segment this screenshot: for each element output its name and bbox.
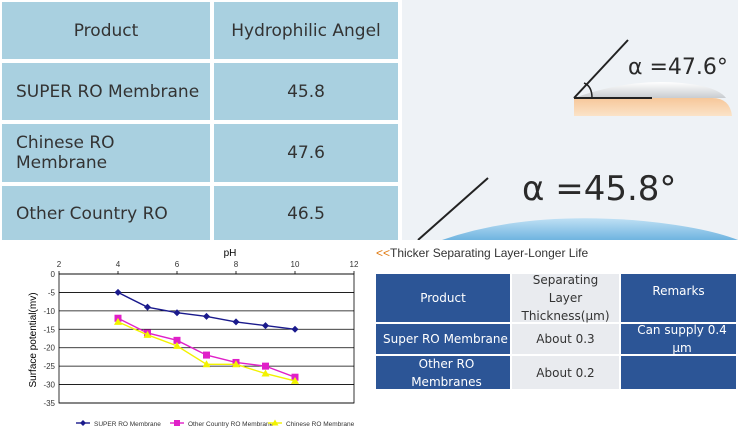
small-angle-label: α =47.6°: [628, 55, 728, 80]
x-tick-label: 10: [291, 260, 300, 269]
separating-layer-table: <<Thicker Separating Layer-Longer Life P…: [372, 242, 738, 433]
y-tick-label: -15: [43, 325, 55, 334]
y-tick-label: -10: [43, 307, 55, 316]
hydrophilic-angle-table: Product Hydrophilic Angel SUPER RO Membr…: [0, 0, 400, 240]
legend-label: Chinese RO Membrane: [286, 421, 355, 428]
data-point: [232, 318, 240, 326]
row-remarks: [621, 356, 736, 389]
row-thickness: About 0.2: [512, 356, 619, 389]
x-tick-label: 12: [350, 260, 359, 269]
header-thickness: Separating Layer Thickness(μm): [512, 273, 619, 323]
data-point: [173, 309, 181, 317]
data-point: [262, 322, 269, 330]
x-tick-label: 8: [234, 260, 239, 269]
x-tick-label: 6: [175, 260, 180, 269]
y-tick-label: -30: [43, 381, 55, 390]
header-product: Product: [376, 274, 510, 322]
x-tick-label: 2: [57, 260, 62, 269]
data-point: [173, 336, 181, 344]
row-thickness: About 0.3: [512, 324, 619, 354]
y-tick-label: -20: [43, 344, 55, 353]
row-product: Other RO Membranes: [376, 356, 510, 389]
angle-line: [417, 177, 489, 240]
y-axis-label: Surface potential(mv): [28, 292, 39, 387]
row-product: Other Country RO: [2, 186, 210, 240]
x-axis-label: pH: [224, 248, 237, 259]
data-point: [114, 317, 122, 325]
large-angle-label: α =45.8°: [522, 169, 676, 209]
row-angle: 45.8: [214, 63, 398, 120]
data-point: [262, 362, 269, 370]
angle-arc: [583, 82, 593, 99]
data-point: [261, 369, 270, 377]
surface-potential-chart: pH Surface potential(mv) 0 -5 -10 -15 -20 -25…: [0, 242, 372, 433]
row-product: Chinese RO Membrane: [2, 124, 210, 182]
data-point: [291, 376, 299, 384]
header-product: Product: [2, 2, 210, 59]
row-product: SUPER RO Membrane: [2, 63, 210, 120]
y-tick-label: -35: [43, 399, 55, 408]
angle-line: [573, 39, 629, 99]
data-point: [291, 325, 299, 333]
y-tick-label: -5: [48, 288, 56, 297]
y-tick-label: 0: [51, 270, 56, 279]
table-title: <<Thicker Separating Layer-Longer Life: [376, 246, 589, 260]
legend-marker: [271, 419, 279, 426]
legend-marker: [174, 420, 180, 426]
data-point: [203, 351, 210, 359]
y-tick-label: -25: [43, 362, 55, 371]
x-tick-label: 4: [116, 260, 121, 269]
row-product: Super RO Membrane: [376, 324, 510, 354]
droplet-shape: [442, 218, 738, 240]
data-point: [144, 303, 151, 311]
data-point: [203, 312, 210, 320]
contact-angle-illustration: α =47.6° α =45.8°: [402, 0, 738, 240]
row-angle: 46.5: [214, 186, 398, 240]
data-point: [173, 341, 181, 349]
legend-marker: [80, 420, 86, 426]
data-point: [143, 330, 152, 338]
droplet-shape: [574, 98, 732, 116]
row-remarks: Can supply 0.4 μm: [621, 323, 736, 355]
data-point: [114, 288, 122, 296]
droplet-shape: [574, 82, 726, 98]
plot-area: [58, 273, 355, 404]
legend-label: Other Country RO Membrane: [188, 421, 274, 428]
header-hydrophilic-angle: Hydrophilic Angel: [214, 2, 398, 59]
row-angle: 47.6: [214, 124, 398, 182]
header-remarks: Remarks: [621, 274, 736, 322]
data-point: [232, 360, 240, 368]
legend-label: SUPER RO Membrane: [94, 421, 161, 428]
data-point: [202, 360, 211, 368]
